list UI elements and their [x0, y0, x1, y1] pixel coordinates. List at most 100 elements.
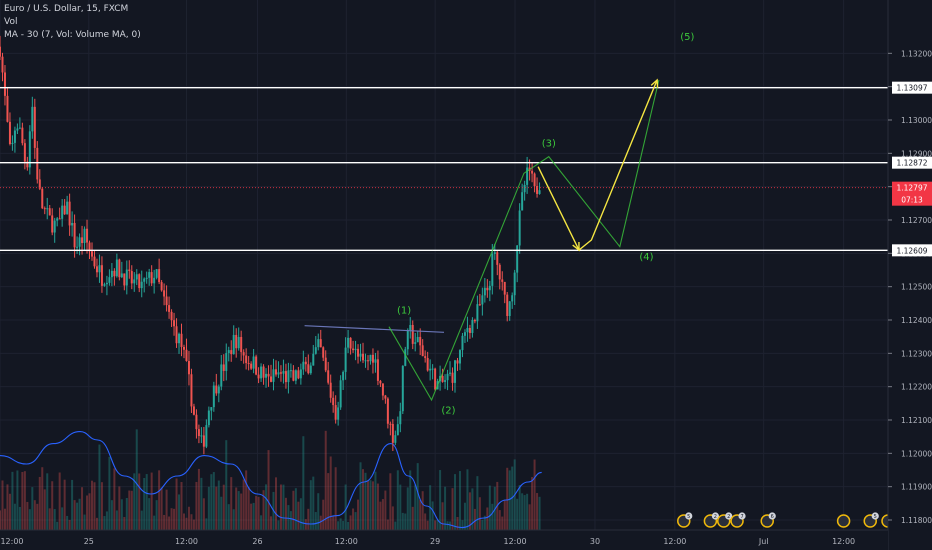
- elliott-wave-drawings[interactable]: (1) (2) (3) (4) (5): [304, 32, 695, 416]
- time-axis-bg: [0, 530, 888, 550]
- volume-bar: [284, 497, 287, 530]
- wave-path-yellow[interactable]: [537, 79, 658, 252]
- event-count: 6: [771, 514, 774, 520]
- candle-body: [140, 281, 143, 289]
- current-price-label[interactable]: 1.12797: [896, 184, 927, 193]
- yellow-arrow-head[interactable]: [650, 78, 659, 89]
- yellow-arrow-head[interactable]: [572, 241, 580, 252]
- candle-body: [478, 304, 481, 306]
- volume-bar: [431, 501, 434, 530]
- level-price-box[interactable]: [892, 244, 932, 257]
- candle-body: [501, 279, 504, 282]
- current-price-box[interactable]: [892, 181, 932, 206]
- candle-body: [178, 333, 181, 344]
- price-tick-label: 1.11900: [901, 483, 932, 492]
- volume-bar: [86, 495, 89, 530]
- level-price-label[interactable]: 1.12872: [896, 159, 927, 168]
- candle-body: [115, 259, 118, 277]
- time-tick-label: Jul: [758, 537, 769, 546]
- volume-bar: [78, 498, 81, 530]
- candle-body: [11, 142, 14, 144]
- volume-bar: [349, 515, 352, 530]
- volume-bar: [242, 479, 245, 530]
- volume-bar: [533, 459, 536, 530]
- wave-label[interactable]: (5): [680, 32, 694, 43]
- level-price-box[interactable]: [892, 156, 932, 169]
- countdown-label[interactable]: 07:13: [901, 196, 923, 205]
- candle-body: [282, 371, 285, 374]
- volume-bar: [197, 468, 200, 530]
- volume-bar: [486, 507, 489, 530]
- candle-body: [371, 354, 374, 363]
- candle-body: [379, 380, 382, 384]
- wave-label[interactable]: (1): [397, 305, 411, 316]
- price-tick-label: 1.12400: [901, 316, 932, 325]
- candle-body: [73, 222, 76, 248]
- level-price-label[interactable]: 1.13097: [896, 84, 927, 93]
- candle-body: [197, 429, 200, 436]
- volume-bar: [289, 511, 292, 530]
- horizontal-levels[interactable]: [0, 86, 888, 252]
- volume-bar: [454, 474, 457, 530]
- volume-bar: [143, 477, 146, 530]
- volume-bar: [436, 519, 439, 530]
- volume-bar: [406, 487, 409, 530]
- volume-bar: [366, 480, 369, 530]
- volume-bar: [108, 456, 111, 530]
- volume-bar: [58, 472, 61, 530]
- event-marker-icon[interactable]: [836, 514, 851, 528]
- volume-bar: [8, 493, 11, 530]
- candle-body: [235, 334, 238, 349]
- volume-bar: [274, 477, 277, 530]
- candle-body: [68, 201, 71, 226]
- chart-legend[interactable]: Euro / U.S. Dollar, 15, FXCM Vol MA - 30…: [4, 3, 141, 42]
- candle-body: [473, 320, 476, 322]
- volume-bar: [342, 520, 345, 530]
- wave-label[interactable]: (2): [441, 405, 455, 416]
- candle-body: [468, 327, 471, 333]
- wave-path-green[interactable]: [388, 79, 660, 402]
- level-price-box[interactable]: [892, 81, 932, 94]
- candle-body: [399, 411, 402, 425]
- candle-body: [409, 324, 412, 331]
- volume-bar: [36, 503, 39, 530]
- wave-label[interactable]: (3): [542, 139, 556, 150]
- candle-body: [1, 56, 4, 73]
- candle-body: [359, 353, 362, 357]
- candle-body: [414, 342, 417, 344]
- volume-bar: [441, 502, 444, 530]
- legend-vol[interactable]: Vol: [4, 17, 18, 27]
- candle-body: [13, 130, 16, 143]
- volume-bar: [508, 470, 511, 530]
- volume-bar: [205, 518, 208, 530]
- wave-label[interactable]: (4): [639, 252, 653, 263]
- candle-body: [145, 277, 148, 279]
- legend-symbol[interactable]: Euro / U.S. Dollar, 15, FXCM: [4, 4, 129, 14]
- candle-body: [108, 277, 111, 283]
- volume-bar: [235, 487, 238, 530]
- volume-bar: [471, 488, 474, 530]
- volume-bar: [319, 515, 322, 530]
- volume-bar: [279, 484, 282, 530]
- volume-bar: [187, 506, 190, 530]
- volume-bar: [18, 506, 21, 530]
- price-tick-label: 1.12900: [901, 149, 932, 158]
- volume-bar: [153, 515, 156, 530]
- candle-body: [538, 190, 541, 194]
- volume-bar: [1, 480, 4, 530]
- volume-bar: [270, 516, 273, 530]
- candle-body: [366, 360, 369, 362]
- candle-body: [446, 373, 449, 381]
- legend-ma[interactable]: MA - 30 (7, Vol: Volume MA, 0): [4, 30, 141, 40]
- volume-bar: [245, 470, 248, 530]
- event-count: 2: [727, 514, 730, 520]
- candle-body: [202, 435, 205, 447]
- candle-body: [56, 218, 59, 221]
- level-price-label[interactable]: 1.12609: [896, 246, 927, 255]
- volume-bar: [329, 456, 332, 530]
- candle-body: [344, 347, 347, 372]
- trend-line[interactable]: [304, 325, 445, 333]
